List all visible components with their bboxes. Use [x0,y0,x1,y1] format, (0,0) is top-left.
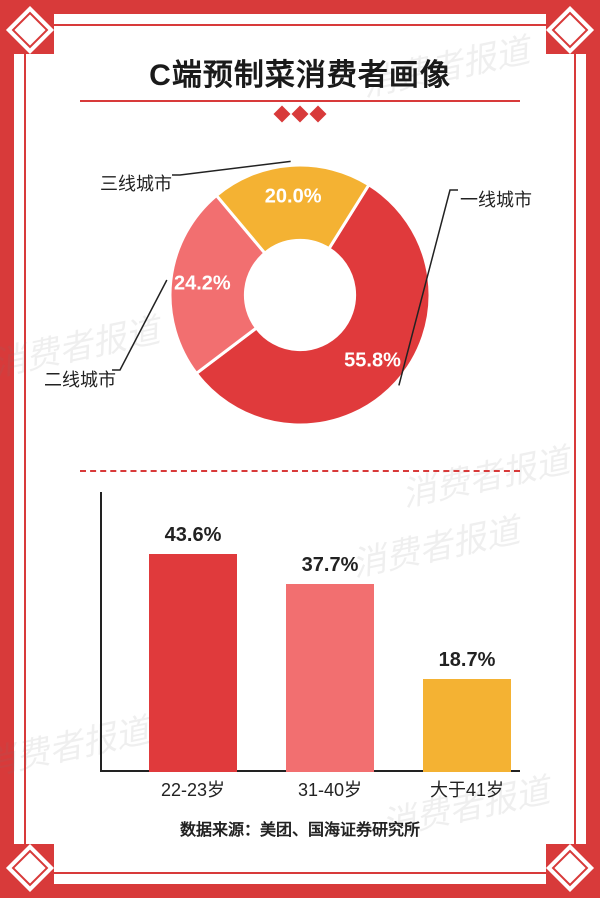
donut-slice-percent: 24.2% [174,272,231,295]
city-tier-donut-chart: 55.8%一线城市24.2%二线城市20.0%三线城市 [50,130,550,460]
leader-line [112,280,167,370]
donut-slice-label: 一线城市 [460,186,532,212]
bar-value-label: 37.7% [286,554,374,577]
title-underline [80,100,520,102]
y-axis [100,492,102,772]
bar-category-label: 22-23岁 [129,776,257,802]
title-ornament [276,108,324,120]
bar: 43.6% [149,554,237,772]
bar-value-label: 43.6% [149,524,237,547]
bar-value-label: 18.7% [423,649,511,672]
section-divider [80,470,520,472]
source-text: 美团、国海证券研究所 [260,822,420,839]
page-title: C端预制菜消费者画像 [149,50,451,94]
bar: 37.7% [286,584,374,773]
bar-category-label: 31-40岁 [266,776,394,802]
bar: 18.7% [423,679,511,773]
source-prefix: 数据来源： [180,822,260,839]
donut-slice-label: 三线城市 [100,170,172,196]
donut-slice-percent: 20.0% [265,185,322,208]
bar-category-label: 大于41岁 [403,776,531,802]
donut-slice-label: 二线城市 [44,366,116,392]
content-area: C端预制菜消费者画像 55.8% 一线城市 24.2% 二线城市 20.0% 三线城市 4… [40,40,560,858]
data-source: 数据来源：美团、国海证券研究所 [180,816,420,840]
age-bar-chart: 43.6% 22-23岁 37.7% 31-40岁 18.7% 大于41岁 [70,492,530,802]
donut-slice-percent: 55.8% [344,350,401,373]
